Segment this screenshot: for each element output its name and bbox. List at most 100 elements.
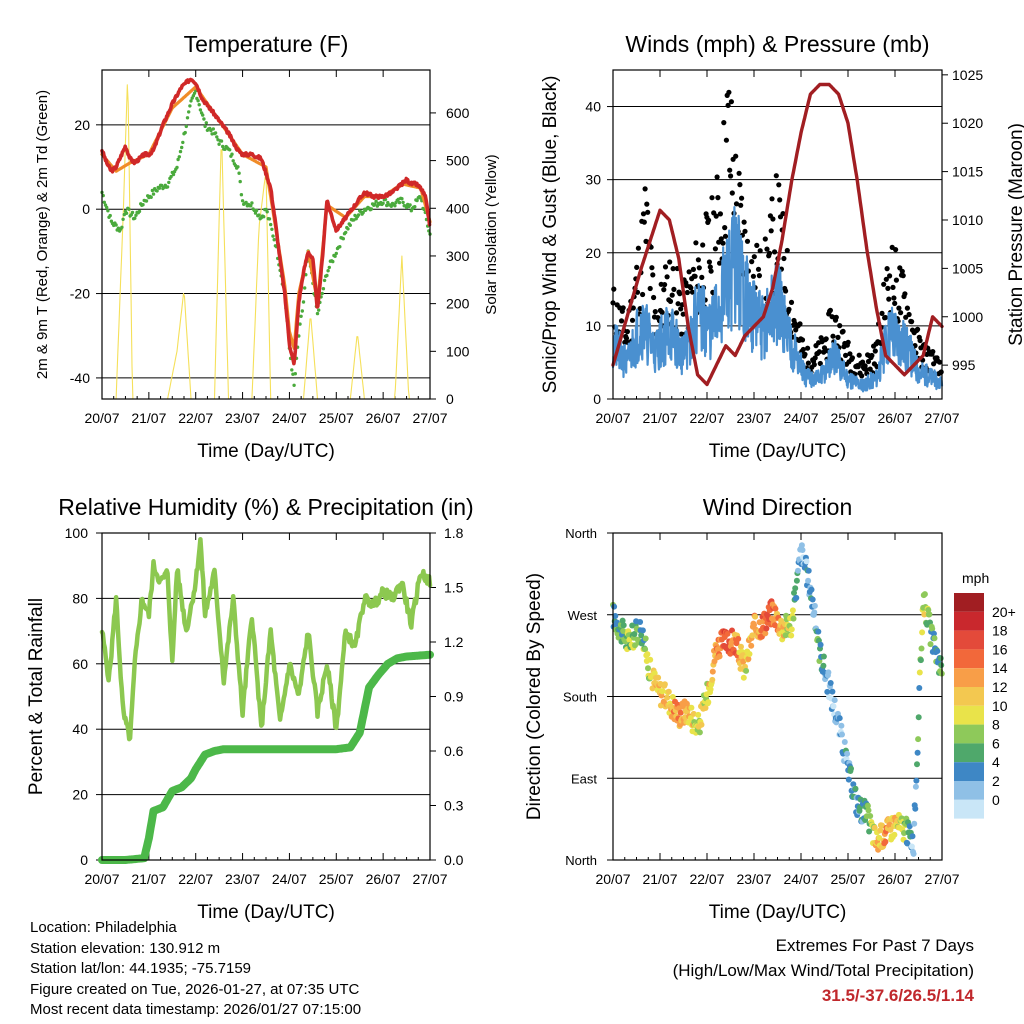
wind-gust-point (845, 339, 851, 345)
wind-gust-point (757, 248, 763, 254)
wind-gust-point (738, 202, 744, 208)
winddir-point (914, 749, 921, 756)
wind-gust-point (700, 242, 706, 248)
temp-dewpoint-point (160, 183, 164, 188)
wind-gust-point (904, 305, 911, 311)
wind-gust-point (938, 369, 944, 375)
wind-gust-point (669, 292, 675, 298)
station-info: Location: Philadelphia Station elevation… (30, 918, 361, 1021)
temp-dewpoint-point (134, 213, 138, 217)
temp-series-2m (100, 77, 432, 366)
temp-dewpoint-point (267, 217, 272, 221)
wind-gust-point (744, 238, 751, 244)
temp-dewpoint-point (180, 145, 184, 150)
winddir-xtick-label: 24/07 (783, 871, 818, 887)
wind-plot-frame (612, 69, 943, 400)
wind-gust-point (863, 366, 869, 373)
winddir-point (867, 813, 874, 819)
wind-gust-point (764, 246, 770, 252)
temp-dewpoint-point (144, 199, 149, 203)
winddir-point (829, 688, 836, 695)
wind-gust-point (856, 352, 862, 358)
winddir-point (651, 670, 658, 677)
winddir-point (839, 731, 845, 738)
winddir-legend-label: 0 (992, 792, 1000, 808)
wind-gust-point (884, 266, 890, 272)
rh-precip-series (98, 650, 434, 864)
wind-ytick-right-label: 1010 (952, 212, 983, 228)
winddir-point (811, 609, 818, 616)
temp-xlabel: Time (Day/UTC) (197, 441, 335, 462)
winddir-legend-swatch (954, 649, 984, 669)
wind-gust-point (892, 300, 898, 306)
wind-gust-point (733, 153, 739, 159)
temp-plot-frame (101, 69, 431, 400)
wind-title: Winds (mph) & Pressure (mb) (625, 31, 929, 57)
winddir-point (793, 594, 800, 601)
temp-dewpoint-point (202, 117, 206, 121)
wind-ytick-label: 10 (585, 318, 601, 334)
temp-dewpoint-point (105, 205, 109, 210)
winddir-ytick-label: South (563, 690, 597, 705)
winddir-xtick-label: 23/07 (736, 871, 771, 887)
temp-dewpoint-point (290, 368, 294, 372)
temp-dewpoint-point (151, 192, 156, 196)
winddir-point (820, 662, 827, 669)
winddir-point (709, 676, 716, 683)
winddir-point (910, 850, 917, 857)
wind-gust-point (805, 345, 811, 351)
wind-xtick-label: 27/07 (924, 410, 959, 426)
winddir-point (789, 607, 796, 614)
temp-dewpoint-point (201, 113, 205, 117)
winddir-point (664, 694, 671, 701)
wind-gust-point (762, 236, 768, 242)
temp-dewpoint-point (219, 139, 224, 143)
wind-gust-point (664, 274, 670, 280)
temp-dewpoint-point (418, 196, 423, 200)
temp-xtick-label: 22/07 (178, 410, 213, 426)
wind-gust-point (652, 309, 658, 315)
wind-xtick-label: 21/07 (642, 410, 677, 426)
temp-dewpoint-point (262, 215, 266, 219)
wind-gust-point (673, 310, 680, 316)
rh-xtick-label: 21/07 (131, 871, 166, 887)
wind-gust-point (816, 349, 823, 355)
winddir-point (645, 665, 651, 672)
temp-dewpoint-point (185, 116, 190, 120)
temp-dewpoint-point (257, 213, 261, 217)
winddir-point (748, 642, 755, 649)
rh-xtick-label: 25/07 (319, 871, 354, 887)
winddir-title: Wind Direction (703, 494, 853, 520)
wind-gust-point (742, 228, 748, 234)
wind-gust-point (706, 217, 712, 223)
temp-dewpoint-point (361, 210, 365, 215)
temp-dewpoint-point (315, 311, 320, 316)
temp-dewpoint-point (322, 278, 327, 283)
wind-gust-point (840, 328, 846, 334)
wind-gust-point (686, 269, 692, 275)
temp-dewpoint-point (334, 251, 338, 256)
wind-gust-point (709, 195, 715, 201)
rh-ylabel-left: Percent & Total Rainfall (26, 598, 47, 795)
winddir-point (805, 567, 812, 574)
winddir-point (830, 703, 837, 710)
temp-dewpoint-point (236, 165, 240, 169)
wind-gust-point (799, 337, 806, 343)
rh-xtick-label: 20/07 (84, 871, 119, 887)
wind-gust-point (692, 273, 698, 279)
rh-xtick-label: 23/07 (225, 871, 260, 887)
rh-xtick-label: 27/07 (412, 871, 447, 887)
winddir-point (906, 823, 913, 830)
rh-humidity-series (99, 536, 433, 742)
winddir-point (918, 645, 925, 652)
temp-dewpoint-point (108, 213, 112, 218)
winddir-legend-label: 20+ (992, 604, 1016, 620)
wind-gust-point (721, 120, 727, 126)
wind-gust-point (879, 310, 885, 316)
wind-gust-point (624, 329, 631, 335)
winddir-point (665, 688, 672, 695)
temp-ytick-right-label: 400 (446, 200, 470, 216)
winddir-xtick-label: 21/07 (642, 871, 677, 887)
wind-gust-point (720, 240, 726, 246)
wind-gust-point (712, 246, 719, 252)
